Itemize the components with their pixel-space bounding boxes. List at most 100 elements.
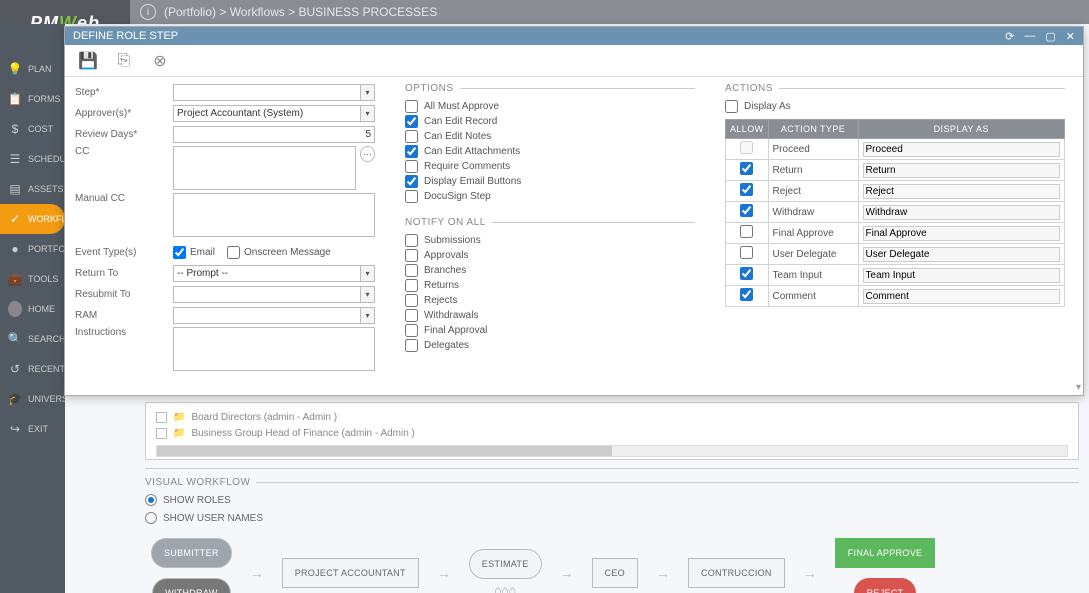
save-button[interactable]: 💾 <box>77 50 99 72</box>
approver-input[interactable] <box>173 105 361 122</box>
option-checkbox-6[interactable] <box>405 190 418 203</box>
review-days-input[interactable] <box>173 126 375 143</box>
resubmit-to-input[interactable] <box>173 286 361 303</box>
display-as-input-2[interactable] <box>863 184 1060 199</box>
sidebar-item-cost[interactable]: $COST <box>0 114 65 144</box>
step-dd[interactable]: ▾ <box>361 84 375 101</box>
sidebar-item-exit[interactable]: ↪EXIT <box>0 414 65 444</box>
action-type-cell: Final Approve <box>768 223 858 244</box>
return-to-input[interactable] <box>173 265 361 282</box>
action-row: Comment <box>726 286 1065 307</box>
display-as-input-5[interactable] <box>863 247 1060 262</box>
sidebar-item-search[interactable]: 🔍SEARCH <box>0 324 65 354</box>
option-checkbox-4[interactable] <box>405 160 418 173</box>
allow-checkbox-4[interactable] <box>740 225 753 238</box>
allow-checkbox-5[interactable] <box>740 246 753 259</box>
cancel-button[interactable]: ⊗ <box>149 50 171 72</box>
sidebar-label: SCHEDULE <box>28 154 65 164</box>
display-as-input-7[interactable] <box>863 289 1060 304</box>
step-input[interactable] <box>173 84 361 101</box>
sidebar-item-tools[interactable]: 💼TOOLS <box>0 264 65 294</box>
sidebar-item-plan[interactable]: 💡 PLAN <box>0 54 65 84</box>
notify-checkbox-1[interactable] <box>405 249 418 262</box>
sidebar-item-portfolio[interactable]: ●PORTFOLIO <box>0 234 65 264</box>
radio-show-users[interactable] <box>145 512 157 524</box>
scroll-corner-icon[interactable]: ▾ <box>1076 382 1081 393</box>
wf-project-accountant[interactable]: PROJECT ACCOUNTANT <box>282 558 419 588</box>
notify-checkbox-6[interactable] <box>405 324 418 337</box>
option-checkbox-5[interactable] <box>405 175 418 188</box>
return-to-dd[interactable]: ▾ <box>361 265 375 282</box>
notify-checkbox-5[interactable] <box>405 309 418 322</box>
sidebar-item-forms[interactable]: 📋FORMS <box>0 84 65 114</box>
sidebar-item-university[interactable]: 🎓UNIVERSITY <box>0 384 65 414</box>
notify-checkbox-0[interactable] <box>405 234 418 247</box>
option-label-0: All Must Approve <box>424 101 499 112</box>
new-button[interactable]: ⎘ <box>113 50 135 72</box>
option-checkbox-2[interactable] <box>405 130 418 143</box>
display-as-checkbox[interactable] <box>725 100 738 113</box>
ram-input[interactable] <box>173 307 361 324</box>
notify-checkbox-4[interactable] <box>405 294 418 307</box>
wf-estimate[interactable]: ESTIMATE <box>469 549 542 579</box>
cc-input[interactable] <box>173 146 356 190</box>
email-checkbox[interactable] <box>173 246 186 259</box>
sidebar-icon: 💼 <box>8 272 22 286</box>
sidebar-item-assets[interactable]: ▤ASSETS <box>0 174 65 204</box>
sidebar-icon: $ <box>8 122 22 136</box>
allow-checkbox-1[interactable] <box>740 162 753 175</box>
refresh-icon[interactable]: ⟳ <box>1005 30 1014 43</box>
allow-checkbox-3[interactable] <box>740 204 753 217</box>
wf-final-approve[interactable]: FINAL APPROVE <box>835 538 936 568</box>
sidebar-label: PLAN <box>28 64 52 74</box>
option-label-5: Display Email Buttons <box>424 176 521 187</box>
sidebar-item-home[interactable]: HOME <box>0 294 65 324</box>
notify-label-6: Final Approval <box>424 325 487 336</box>
allow-checkbox-6[interactable] <box>740 267 753 280</box>
wf-ceo[interactable]: CEO <box>592 558 638 588</box>
option-checkbox-3[interactable] <box>405 145 418 158</box>
option-checkbox-0[interactable] <box>405 100 418 113</box>
sidebar-label: HOME <box>28 304 55 314</box>
display-as-label: Display As <box>744 101 791 112</box>
notify-checkbox-2[interactable] <box>405 264 418 277</box>
manual-cc-input[interactable] <box>173 193 375 237</box>
instructions-input[interactable] <box>173 327 375 371</box>
maximize-icon[interactable]: ▢ <box>1045 30 1055 43</box>
display-as-input-0[interactable] <box>863 142 1060 157</box>
wf-submitter[interactable]: SUBMITTER <box>151 538 232 568</box>
display-as-input-1[interactable] <box>863 163 1060 178</box>
notify-checkbox-7[interactable] <box>405 339 418 352</box>
display-as-input-4[interactable] <box>863 226 1060 241</box>
allow-checkbox-2[interactable] <box>740 183 753 196</box>
sidebar-icon: 💡 <box>8 62 22 76</box>
approver-dd[interactable]: ▾ <box>361 105 375 122</box>
close-icon[interactable]: ✕ <box>1066 30 1075 43</box>
resubmit-to-dd[interactable]: ▾ <box>361 286 375 303</box>
display-as-input-6[interactable] <box>863 268 1060 283</box>
sidebar-item-workflow[interactable]: ✓WORKFLOW <box>0 204 65 234</box>
radio-show-roles[interactable] <box>145 494 157 506</box>
modal-titlebar[interactable]: DEFINE ROLE STEP ⟳ — ▢ ✕ <box>65 27 1083 45</box>
notify-label-4: Rejects <box>424 295 457 306</box>
option-checkbox-1[interactable] <box>405 115 418 128</box>
notify-checkbox-3[interactable] <box>405 279 418 292</box>
cc-picker-button[interactable]: ⋯ <box>360 146 375 162</box>
action-type-cell: Comment <box>768 286 858 307</box>
sidebar-item-recent[interactable]: ↺RECENT <box>0 354 65 384</box>
minimize-icon[interactable]: — <box>1024 30 1035 43</box>
display-as-input-3[interactable] <box>863 205 1060 220</box>
wf-withdraw[interactable]: WITHDRAW <box>152 578 231 593</box>
allow-checkbox-7[interactable] <box>740 288 753 301</box>
wf-construction[interactable]: CONTRUCCION <box>688 558 785 588</box>
info-icon[interactable]: i <box>140 4 156 20</box>
sidebar-icon: ▤ <box>8 182 22 196</box>
onscreen-checkbox[interactable] <box>227 246 240 259</box>
wf-reject[interactable]: REJECT <box>854 578 917 593</box>
allow-checkbox-0[interactable] <box>740 141 753 154</box>
sidebar-item-schedule[interactable]: ☰SCHEDULE <box>0 144 65 174</box>
sidebar-label: EXIT <box>28 424 48 434</box>
sidebar-label: FORMS <box>28 94 61 104</box>
manual-cc-label: Manual CC <box>75 193 173 204</box>
ram-dd[interactable]: ▾ <box>361 307 375 324</box>
